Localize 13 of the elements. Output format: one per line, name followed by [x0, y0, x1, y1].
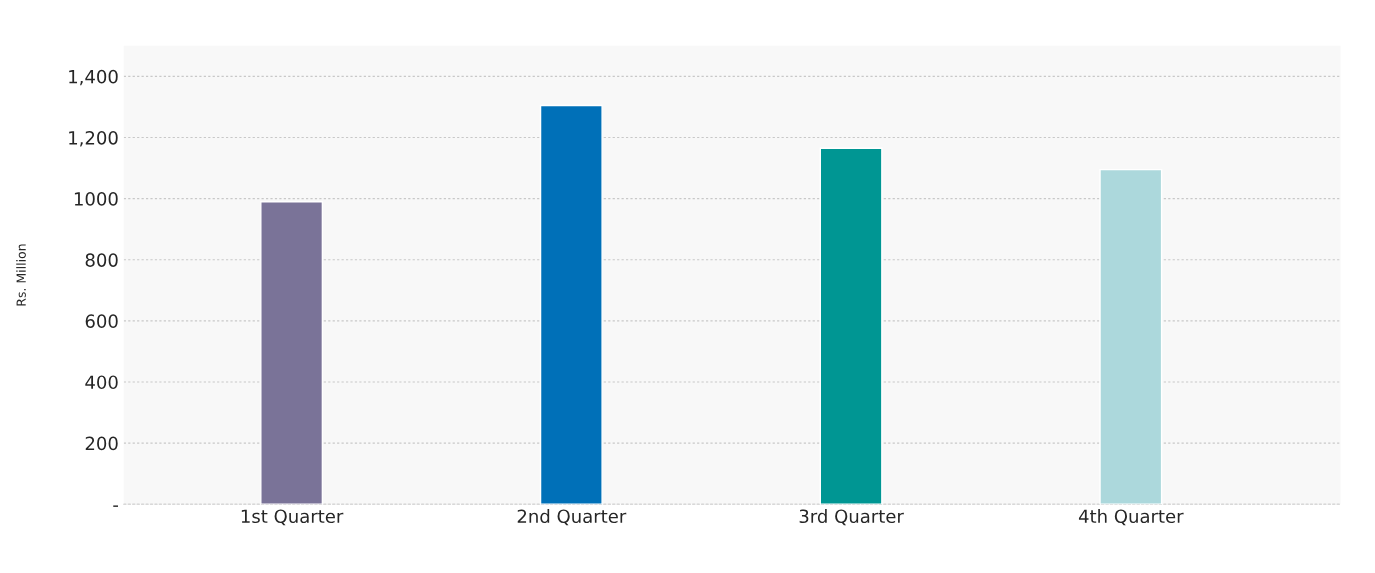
y-tick-label: -: [113, 505, 119, 507]
y-tick-label: 1,400: [69, 69, 118, 86]
y-tick-label: 200: [85, 436, 118, 451]
x-tick-label: 3rd Quarter: [799, 509, 904, 526]
y-tick-label: 1000: [74, 192, 118, 206]
y-axis-title: Rs. Million: [16, 244, 26, 306]
x-tick-label: 2nd Quarter: [517, 509, 627, 526]
y-tick-label: 1,200: [69, 130, 118, 147]
y-tick-label: 600: [85, 314, 118, 328]
y-tick-label: 400: [85, 375, 118, 390]
x-tick-label: 4th Quarter: [1078, 509, 1184, 526]
x-tick-label: 1st Quarter: [241, 509, 344, 526]
y-tick-label: 800: [85, 253, 118, 267]
